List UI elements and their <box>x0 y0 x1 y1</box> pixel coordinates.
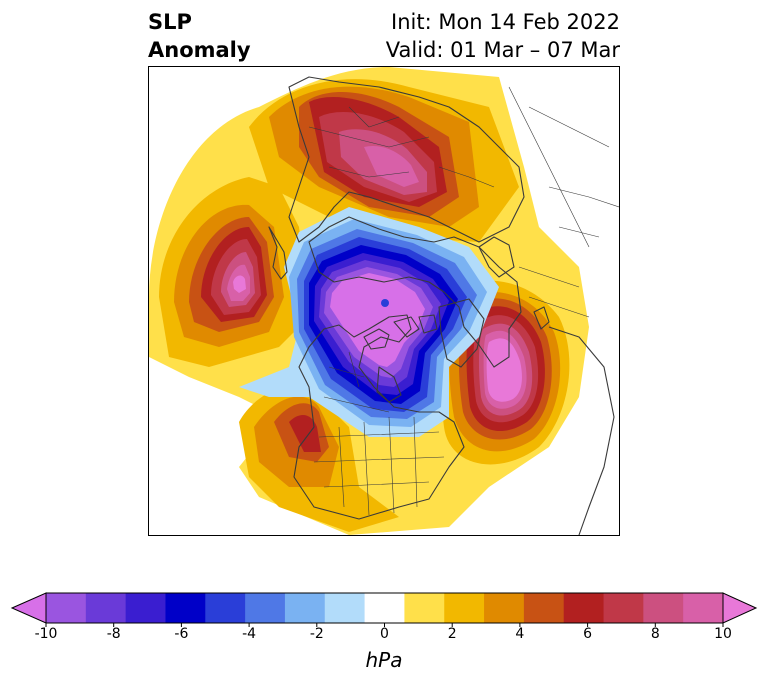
colorbar-segment <box>245 593 286 623</box>
colorbar-segment <box>523 593 565 623</box>
colorbar-tick-label: -8 <box>106 626 121 642</box>
us-state-borders <box>313 416 445 516</box>
colorbar-segments <box>46 593 724 623</box>
anomaly-contours <box>149 67 589 535</box>
canadian-islands <box>363 314 438 350</box>
map-title: SLP Anomaly <box>148 8 251 64</box>
colorbar-tick-label: 0 <box>380 626 389 642</box>
colorbar-segment <box>46 593 87 623</box>
variable-name: SLP <box>148 10 192 34</box>
asia-mainland <box>288 76 525 243</box>
eurasia-coast <box>308 216 522 368</box>
negative-anomaly-region <box>330 273 425 367</box>
colorbar-ticks <box>45 623 724 627</box>
coastlines <box>268 76 619 535</box>
colorbar-unit: hPa <box>365 648 403 672</box>
greenland <box>438 298 485 368</box>
colorbar-segment <box>444 593 485 623</box>
colorbar-tick-label: 10 <box>714 626 732 642</box>
colorbar-segment <box>683 593 724 623</box>
colorbar-tick-label: -10 <box>34 626 58 642</box>
africa-edge <box>548 326 615 535</box>
positive-anomaly-region <box>486 338 522 402</box>
positive-anomaly-region <box>233 275 246 293</box>
valid-range: Valid: 01 Mar – 07 Mar <box>385 38 620 62</box>
colorbar-segment <box>603 593 644 623</box>
colorbar-segment <box>284 593 326 623</box>
europe-borders <box>508 86 619 318</box>
anomaly-map <box>148 66 620 536</box>
colorbar-segment <box>563 593 605 623</box>
colorbar-segment <box>205 593 246 623</box>
colorbar-segment <box>364 593 405 623</box>
negative-anomaly-center <box>381 299 389 307</box>
uk <box>533 306 550 330</box>
positive-anomaly-region <box>364 145 419 187</box>
colorbar-tick-label: -4 <box>242 626 257 642</box>
japan <box>268 226 288 280</box>
colorbar-segment <box>165 593 206 623</box>
scandinavia <box>478 236 515 278</box>
colorbar-tick-label: -2 <box>309 626 324 642</box>
colorbar-segment <box>85 593 127 623</box>
hudson-bay <box>376 366 402 403</box>
colorbar-max-extend <box>722 592 758 624</box>
map-svg <box>149 67 619 535</box>
colorbar-tick-label: 8 <box>650 626 660 642</box>
variable-subtitle: Anomaly <box>148 38 251 62</box>
north-america-coast <box>293 314 465 520</box>
forecast-dates: Init: Mon 14 Feb 2022 Valid: 01 Mar – 07… <box>386 8 620 64</box>
colorbar-tick-label: -6 <box>174 626 189 642</box>
canada-provinces <box>323 351 390 413</box>
asia-borders <box>308 106 495 188</box>
colorbar-segment <box>324 593 366 623</box>
colorbar-tick-label: 4 <box>515 626 525 642</box>
colorbar-tick-label: 6 <box>583 626 593 642</box>
init-date: Init: Mon 14 Feb 2022 <box>391 10 620 34</box>
colorbar-tick-label: 2 <box>447 626 457 642</box>
colorbar-segment <box>484 593 525 623</box>
colorbar-min-extend <box>10 592 47 624</box>
colorbar <box>10 592 758 627</box>
colorbar-segment <box>404 593 445 623</box>
positive-anomaly-region <box>289 415 321 452</box>
colorbar-segment <box>643 593 684 623</box>
colorbar-segment <box>125 593 166 623</box>
